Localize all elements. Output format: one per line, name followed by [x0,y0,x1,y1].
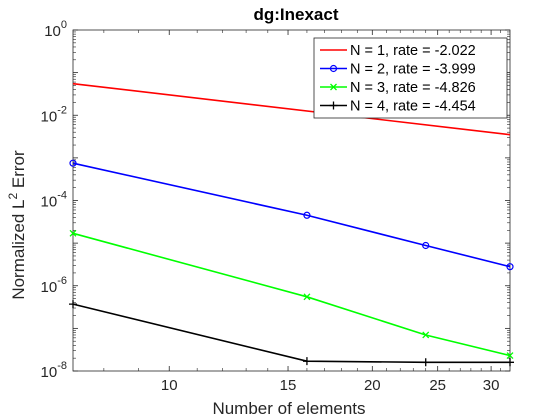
x-marker [69,229,77,237]
y-tick-label-base: 10 [41,364,58,381]
series-line [72,82,511,136]
legend-box [313,37,508,119]
y-tick-label: 10-4 [41,190,67,211]
y-tick-label-exp: -2 [57,104,67,116]
x-marker [303,293,311,301]
y-tick-label-base: 10 [41,108,58,125]
plus-marker [506,358,514,367]
y-axis-label: Normalized L2 Error [6,150,28,300]
x-tick-label: 25 [429,377,446,394]
x-tick-label: 20 [364,377,381,394]
x-marker [506,352,514,360]
y-tick-label: 100 [44,19,67,40]
x-axis-label: Number of elements [212,399,365,418]
x-tick-label: 15 [280,377,297,394]
series-line [72,232,511,357]
plus-marker [302,357,311,366]
y-tick-label-exp: -8 [57,360,67,372]
circle-marker [303,211,311,219]
circle-marker [506,263,514,271]
circle-marker [69,159,77,167]
y-tick-label-exp: -6 [57,275,67,287]
y-tick-label-exp: -4 [57,190,67,202]
y-tick-label-base: 10 [44,23,61,40]
series-3 [69,229,514,360]
legend-label: N = 4, rate = -4.454 [350,99,476,115]
legend-label: N = 1, rate = -2.022 [350,43,476,59]
y-axis-label-sup: 2 [6,193,20,200]
plus-marker [421,358,430,367]
y-tick-label: 10-6 [41,275,67,296]
series-line [72,162,511,268]
y-tick-label-base: 10 [41,279,58,296]
legend: N = 1, rate = -2.022 N = 2, rate = -3.999… [313,37,508,119]
series-2 [69,159,514,271]
plus-marker [329,101,338,110]
circle-marker [422,241,430,250]
x-tick-label: 10 [161,377,178,394]
legend-label: N = 2, rate = -3.999 [350,62,476,78]
y-tick-label-base: 10 [41,194,58,211]
x-marker [330,83,337,91]
series-line [72,303,510,364]
circle-marker [329,64,338,73]
y-tick-label: 10-8 [41,360,67,381]
y-axis-label-tail: Error [9,150,28,193]
series-4 [69,300,514,367]
x-marker [422,331,430,339]
y-tick-label-exp: 0 [61,19,67,31]
series-1 [72,82,511,136]
y-axis-label-main: Normalized L [9,200,28,300]
y-tick-label: 10-2 [41,104,67,125]
x-tick-label: 30 [483,377,500,394]
legend-label: N = 3, rate = -4.826 [350,80,476,96]
chart-title: dg:Inexact [253,5,338,24]
plus-marker [69,300,77,309]
